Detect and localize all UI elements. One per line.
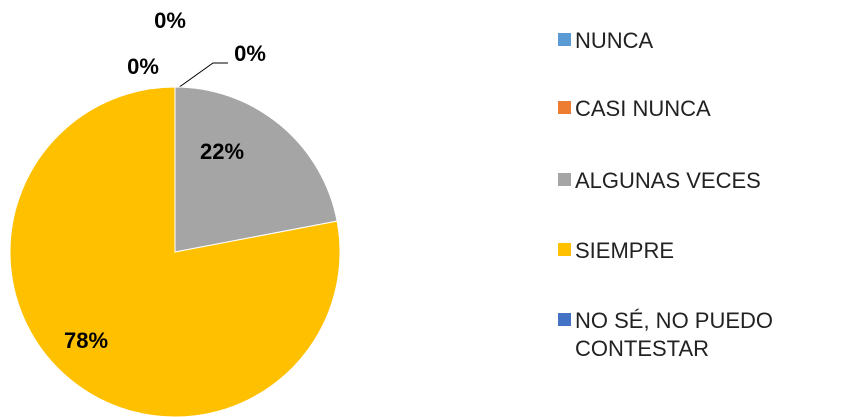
data-label: 0% (154, 8, 186, 33)
legend-label: NO SÉ, NO PUEDO CONTESTAR (575, 308, 774, 361)
legend-swatch (558, 33, 571, 46)
legend-swatch (558, 313, 571, 326)
legend-label: NUNCA (575, 28, 654, 53)
data-label: 0% (234, 41, 266, 66)
legend-label: SIEMPRE (575, 238, 675, 263)
legend-label: CASI NUNCA (575, 96, 711, 121)
data-label: 78% (64, 328, 108, 353)
legend-label: ALGUNAS VECES (575, 168, 761, 193)
legend-item: NUNCA (558, 27, 838, 55)
legend-swatch (558, 243, 571, 256)
data-label: 22% (200, 139, 244, 164)
data-label: 0% (127, 54, 159, 79)
legend-swatch (558, 173, 571, 186)
legend-item: CASI NUNCA (558, 95, 838, 123)
legend-swatch (558, 101, 571, 114)
leader-line (177, 62, 228, 89)
pie-slice (9, 86, 341, 417)
pie-slice (174, 86, 338, 253)
legend-item: NO SÉ, NO PUEDO CONTESTAR (558, 307, 838, 363)
legend-item: ALGUNAS VECES (558, 167, 838, 195)
legend-item: SIEMPRE (558, 237, 838, 265)
